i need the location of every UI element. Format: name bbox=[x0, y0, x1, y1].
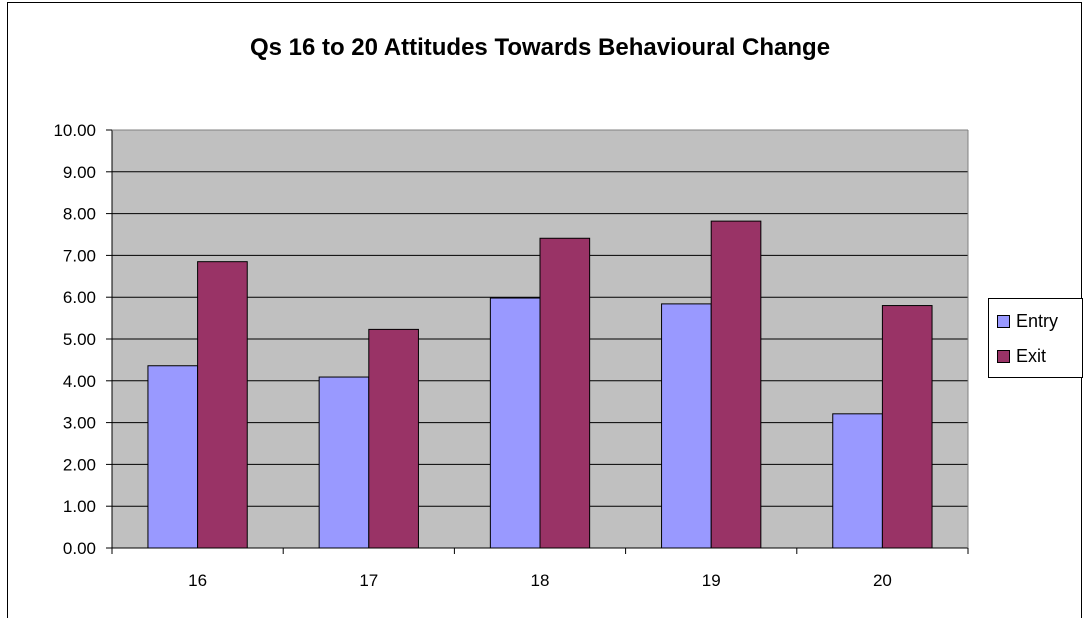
x-tick-label: 20 bbox=[873, 571, 892, 590]
y-tick-label: 2.00 bbox=[63, 455, 96, 474]
legend-swatch-entry bbox=[997, 314, 1010, 328]
bar-exit-17 bbox=[368, 328, 419, 549]
x-tick-label: 18 bbox=[531, 571, 550, 590]
y-tick-label: 0.00 bbox=[63, 539, 96, 558]
bar-exit-20 bbox=[881, 305, 933, 549]
y-tick-label: 3.00 bbox=[63, 414, 96, 433]
legend-item-exit: Exit bbox=[997, 346, 1046, 366]
bar-exit-16 bbox=[197, 261, 248, 549]
y-tick-label: 1.00 bbox=[63, 497, 96, 516]
y-tick-label: 7.00 bbox=[63, 246, 96, 265]
legend: Entry Exit bbox=[988, 298, 1083, 378]
y-axis-ticks: 0.00 1.00 2.00 3.00 4.00 5.00 6.00 7.00 8.00 9.00… bbox=[53, 121, 112, 558]
y-tick-label: 9.00 bbox=[63, 163, 96, 182]
x-tick-label: 19 bbox=[702, 571, 721, 590]
legend-item-entry: Entry bbox=[997, 311, 1058, 331]
y-tick-label: 6.00 bbox=[63, 288, 96, 307]
y-tick-label: 10.00 bbox=[53, 121, 96, 140]
chart-title: Qs 16 to 20 Attitudes Towards Behavioura… bbox=[249, 34, 831, 61]
x-tick-label: 16 bbox=[188, 571, 207, 590]
y-tick-label: 5.00 bbox=[63, 330, 96, 349]
bar-exit-18 bbox=[539, 237, 591, 549]
bar-exit-19 bbox=[710, 220, 762, 549]
y-tick-label: 8.00 bbox=[63, 205, 96, 224]
bars bbox=[147, 220, 933, 549]
bar-entry-16 bbox=[147, 365, 199, 549]
bar-entry-18 bbox=[489, 297, 541, 549]
legend-label-entry: Entry bbox=[1016, 310, 1059, 331]
legend-swatch-exit bbox=[997, 349, 1010, 363]
legend-label-exit: Exit bbox=[1016, 345, 1047, 366]
y-tick-label: 4.00 bbox=[63, 372, 96, 391]
bar-entry-19 bbox=[661, 303, 712, 549]
x-axis-ticks: 16 17 18 19 20 bbox=[111, 548, 969, 590]
bar-entry-20 bbox=[832, 413, 883, 549]
bar-entry-17 bbox=[318, 376, 370, 549]
x-tick-label: 17 bbox=[359, 571, 378, 590]
